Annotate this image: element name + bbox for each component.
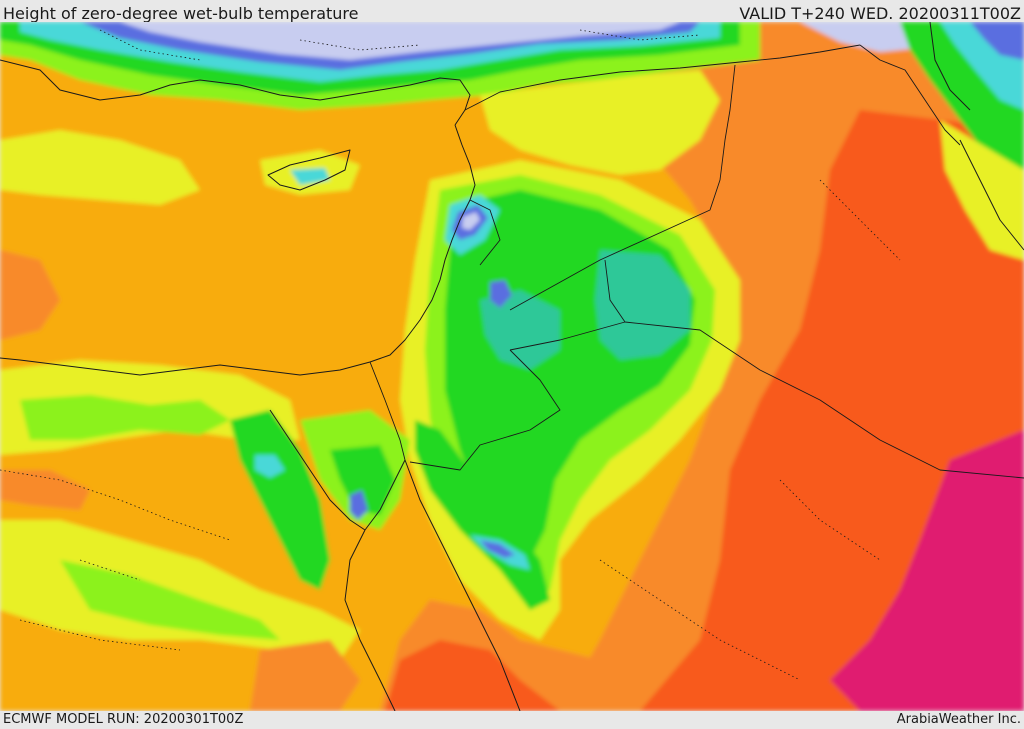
field-band-green-sinai [330, 445, 395, 515]
country-boundaries [0, 22, 1024, 711]
field-band-light-green-egypt-south [60, 560, 280, 640]
field-band-red-red-sea [385, 640, 560, 711]
field-band-blue-sinai [350, 490, 368, 520]
coastline-turkey [0, 59, 471, 126]
model-run-label: ECMWF MODEL RUN: 20200301T00Z [3, 712, 244, 727]
field-band-lowest-northeast [800, 22, 930, 52]
border-iraq-saudi-jordan [604, 259, 1024, 479]
field-band-teal-jordan [595, 250, 690, 360]
admin-lines-saudi [599, 179, 901, 681]
credit-label: ArabiaWeather Inc. [896, 712, 1021, 727]
valid-time: VALID T+240 WED. 20200311T00Z [739, 4, 1021, 22]
field-band-yellow-anatolia [480, 70, 720, 175]
map-title: Height of zero-degree wet-bulb temperatu… [3, 4, 359, 22]
coastline-red-sea-east [404, 459, 521, 711]
wet-bulb-zero-height-map [0, 22, 1024, 711]
field-band-cyan-cyprus [290, 168, 330, 185]
border-turkey-syria [464, 44, 861, 111]
border-syria-iraq [509, 64, 736, 311]
border-lebanon-syria [469, 199, 501, 266]
coastline-levant [0, 124, 476, 376]
coastline-red-sea-west [344, 529, 396, 711]
field-band-magenta-southeast [830, 430, 1024, 711]
field-band-teal-levant-west [480, 290, 560, 370]
coastline-persian-gulf [959, 139, 1024, 251]
field-band-blue-hejaz [480, 540, 515, 558]
coastline-gulf-of-aqaba [364, 459, 406, 531]
header-bar: Height of zero-degree wet-bulb temperatu… [0, 0, 1024, 22]
admin-lines-turkey [99, 29, 701, 61]
field-band-dark-orange-med [0, 250, 60, 340]
field-band-lowest-north [120, 22, 680, 60]
border-jordan-saudi [409, 321, 626, 471]
admin-lines-egypt [0, 469, 231, 651]
coastline-cyprus [267, 149, 351, 191]
border-egypt-israel [369, 361, 406, 461]
field-band-blue-golan [490, 280, 512, 308]
border-iraq-iran [859, 44, 961, 146]
field-band-light-green-egypt [20, 395, 230, 440]
field-band-lowest-lebanon [462, 212, 480, 230]
field-band-dark-orange-egypt-west [0, 470, 90, 510]
field-band-cyan-egypt-east [255, 455, 285, 478]
field-band-yellow-iran [940, 120, 1024, 260]
field-contours [0, 22, 1024, 711]
coastline-caspian [929, 22, 971, 111]
footer-bar: ECMWF MODEL RUN: 20200301T00Z ArabiaWeat… [0, 711, 1024, 729]
map-area [0, 22, 1024, 711]
field-band-yellow-egypt-south [0, 520, 360, 660]
field-band-dark-orange-red-sea-west [250, 640, 360, 711]
field-band-blue-northeast [970, 22, 1024, 60]
field-band-yellow-med-west [0, 130, 200, 205]
coastline-gulf-of-suez [269, 409, 366, 531]
